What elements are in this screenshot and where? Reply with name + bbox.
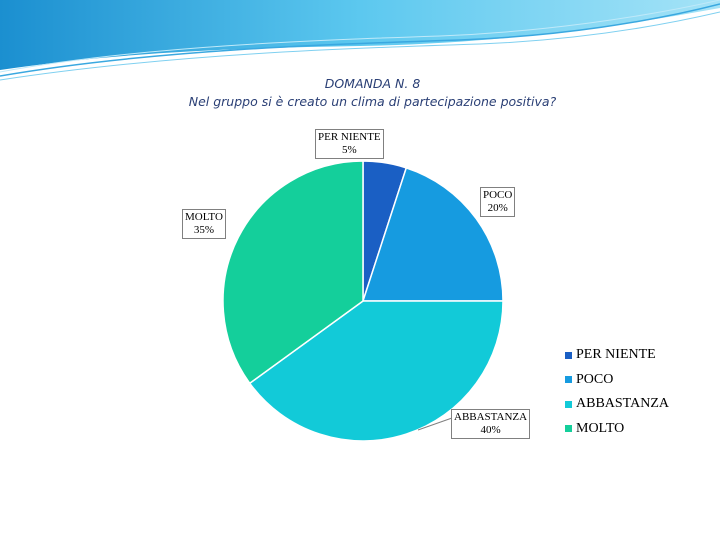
- pie-slice-molto: [222, 160, 364, 385]
- legend-item-per-niente: PER NIENTE: [565, 343, 669, 368]
- header-wave-decoration: [0, 0, 720, 81]
- data-label-poco: POCO 20%: [480, 187, 516, 217]
- legend-swatch: [565, 425, 572, 433]
- chart-subtitle: Nel gruppo si è creato un clima di parte…: [188, 94, 557, 109]
- data-label-per-niente: PER NIENTE 5%: [315, 129, 384, 159]
- legend-item-poco: POCO: [565, 368, 669, 393]
- data-label-abbastanza: ABBASTANZA 40%: [451, 409, 531, 439]
- legend-item-abbastanza: ABBASTANZA: [565, 392, 669, 417]
- chart-title: DOMANDA N. 8: [324, 76, 421, 91]
- legend-swatch: [565, 400, 572, 408]
- legend-swatch: [565, 351, 572, 359]
- legend-swatch: [565, 376, 572, 384]
- data-label-molto: MOLTO 35%: [182, 209, 226, 239]
- legend-item-molto: MOLTO: [565, 417, 669, 442]
- pie-slice-abbastanza: [248, 300, 504, 442]
- leader-line-abbastanza: [417, 417, 453, 431]
- pie-slice-poco: [361, 166, 504, 302]
- legend: PER NIENTE POCO ABBASTANZA MOLTO: [565, 343, 669, 441]
